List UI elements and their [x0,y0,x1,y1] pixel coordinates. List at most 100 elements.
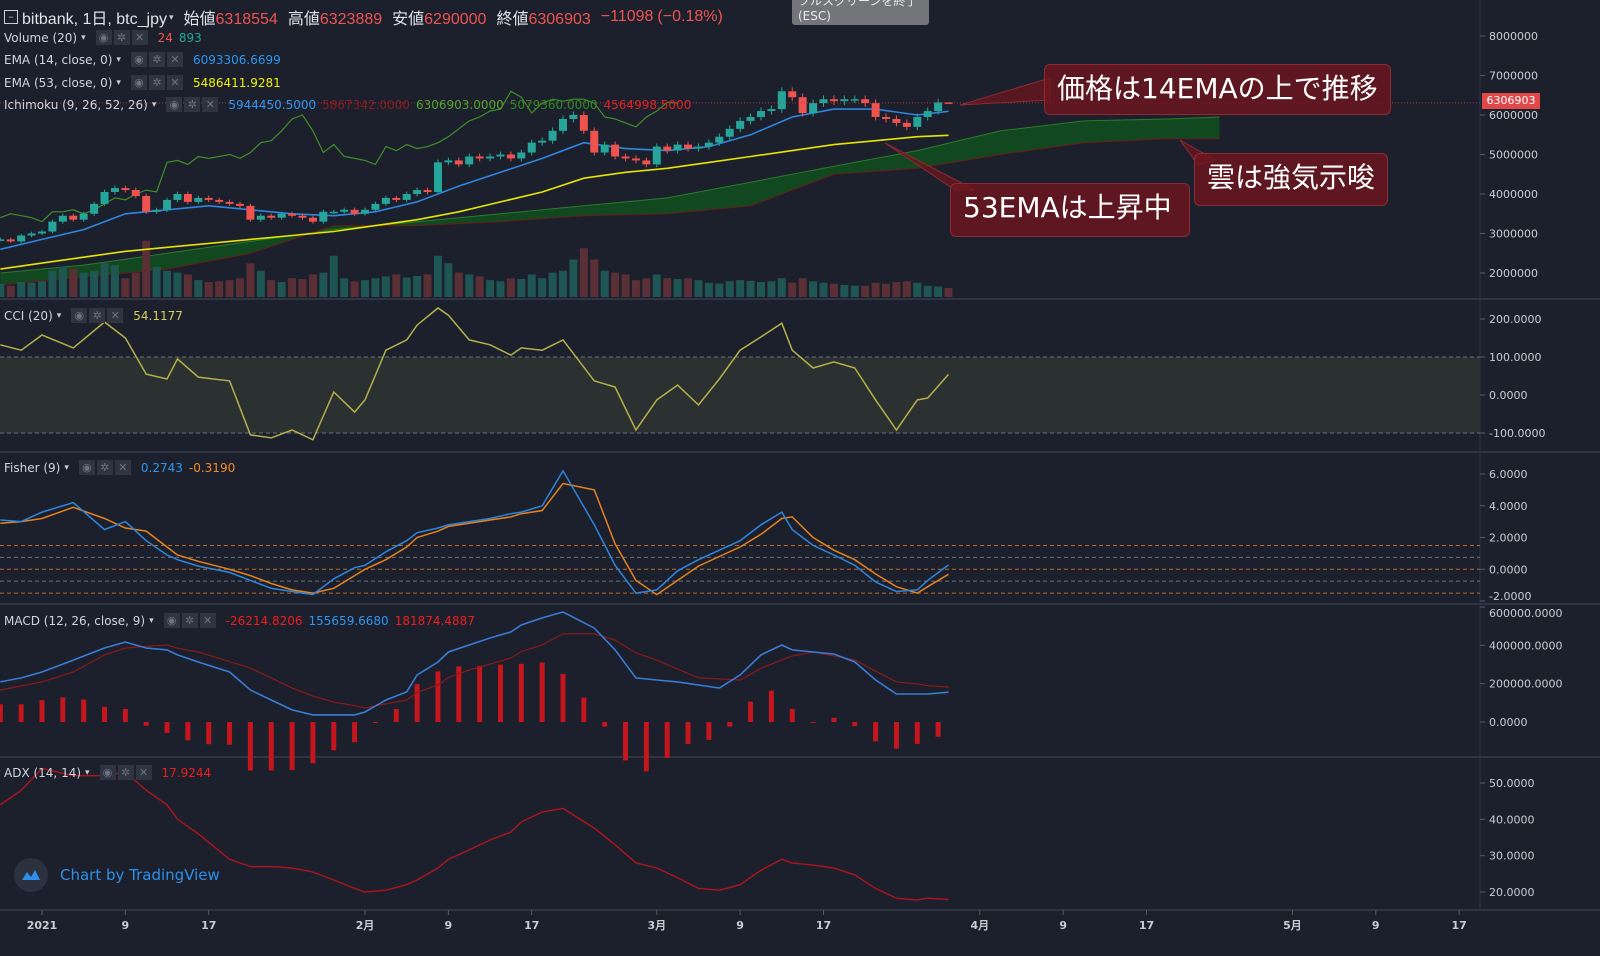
candle-body [298,215,307,218]
legend-fisher-value: 0.2743 [140,460,183,475]
gear-icon[interactable]: ✲ [148,75,165,90]
volume-bar [433,255,442,297]
time-axis-label: 17 [1451,919,1466,932]
gear-icon[interactable]: ✲ [89,308,106,323]
chevron-down-icon[interactable]: ▾ [85,767,90,778]
close-icon[interactable]: ✕ [202,97,219,112]
close-icon[interactable]: ✕ [131,30,148,45]
close-icon[interactable]: ✕ [166,75,183,90]
candle-body [392,197,401,200]
macd-histogram-bar [539,662,545,722]
tradingview-watermark[interactable]: Chart by TradingView [14,858,220,892]
eye-icon[interactable]: ◉ [78,460,95,475]
chevron-down-icon[interactable]: ▾ [56,310,62,321]
eye-icon[interactable]: ◉ [163,613,180,628]
legend-adx-name[interactable]: ADX (14, 14) [4,765,82,780]
legend-ichimoku-conversion: 5944450.5000 [228,97,317,112]
annotation-ema53-rising[interactable]: 53EMAは上昇中 [950,183,1190,237]
legend-macd-name[interactable]: MACD (12, 26, close, 9) [4,613,146,628]
chevron-down-icon[interactable]: ▾ [149,615,154,626]
fisher-trigger-line [0,482,949,596]
gear-icon[interactable]: ✲ [96,460,113,475]
macd-histogram-bar [60,697,66,722]
macd-histogram-bar [268,722,274,771]
macd-histogram-bar [477,665,483,722]
chevron-down-icon[interactable]: ▾ [64,462,69,473]
cci-axis-tick-label: 100.0000 [1489,351,1542,364]
time-axis-label: 9 [1059,919,1067,932]
eye-icon[interactable]: ◉ [71,308,88,323]
candle-body [6,239,15,242]
volume-bar [642,278,651,297]
volume-bar [350,281,359,297]
adx-axis-tick-label: 30.0000 [1489,850,1535,863]
candle-body [475,156,484,159]
fisher-axis-tick-label: 0.0000 [1489,563,1528,576]
chevron-down-icon[interactable]: ▾ [168,11,174,22]
chevron-down-icon[interactable]: ▾ [116,77,121,88]
volume-bar [110,265,119,297]
eye-icon[interactable]: ◉ [130,75,147,90]
candle-body [590,130,599,153]
macd-histogram-bar [206,722,212,745]
fisher-axis-tick-label: -2.0000 [1489,590,1531,603]
legend-cci-name[interactable]: CCI (20) [4,308,53,323]
symbol-title[interactable]: bitbank, 1日, btc_jpy [22,11,167,28]
candle-body [256,215,265,220]
candle-body [673,144,682,151]
legend-volume-name[interactable]: Volume (20) [4,30,78,45]
macd-histogram-bar [643,722,649,772]
gear-icon[interactable]: ✲ [181,613,198,628]
annotation-cloud-bullish[interactable]: 雲は強気示唆 [1194,153,1389,206]
time-axis-label: 9 [1372,919,1380,932]
gear-icon[interactable]: ✲ [148,52,165,67]
ichimoku-span-b-line [0,138,1220,286]
gear-icon[interactable]: ✲ [117,765,134,780]
chevron-down-icon[interactable]: ▾ [81,32,86,43]
volume-bar [809,281,818,297]
eye-icon[interactable]: ◉ [99,765,116,780]
price-axis-tick-label: 7000000 [1489,70,1538,83]
chevron-down-icon[interactable]: ▾ [151,99,157,110]
chevron-down-icon[interactable]: ▾ [116,54,121,65]
eye-icon[interactable]: ◉ [130,52,147,67]
legend-ema53-name[interactable]: EMA (53, close, 0) [4,75,113,90]
annotation-price-above-ema14[interactable]: 価格は14EMAの上で推移 [1044,64,1391,115]
candle-body [850,99,859,101]
macd-histogram-bar [685,722,691,744]
collapse-icon[interactable]: − [4,10,18,24]
eye-icon[interactable]: ◉ [95,30,112,45]
close-icon[interactable]: ✕ [107,308,124,323]
candle-body [90,203,99,214]
close-icon[interactable]: ✕ [135,765,152,780]
close-icon[interactable]: ✕ [199,613,216,628]
macd-histogram-bar [706,722,712,740]
time-axis-label: 17 [524,919,539,932]
gear-icon[interactable]: ✲ [184,97,201,112]
legend-fisher-name[interactable]: Fisher (9) [4,460,61,475]
volume-bar [246,263,255,297]
time-axis-label: 17 [1139,919,1154,932]
fisher-line [0,469,949,596]
legend-ichimoku-name[interactable]: Ichimoku (9, 26, 52, 26) [4,97,148,112]
fisher-axis-tick-label: 4.0000 [1489,500,1528,513]
candle-body [725,128,734,137]
volume-bar [725,281,734,297]
legend-ichimoku-base: 5867342.0000 [322,97,410,112]
close-icon[interactable]: ✕ [114,460,131,475]
volume-bar [777,278,786,297]
candle-body [194,197,203,202]
watermark-text: Chart by TradingView [60,866,220,884]
eye-icon[interactable]: ◉ [166,97,183,112]
candle-body [694,146,703,149]
volume-bar [288,278,297,297]
ema53-line [0,134,949,270]
legend-ema14-name[interactable]: EMA (14, close, 0) [4,52,113,67]
volume-bar [173,272,182,297]
volume-bar [569,259,578,297]
close-icon[interactable]: ✕ [166,52,183,67]
macd-line [0,611,949,716]
gear-icon[interactable]: ✲ [113,30,130,45]
